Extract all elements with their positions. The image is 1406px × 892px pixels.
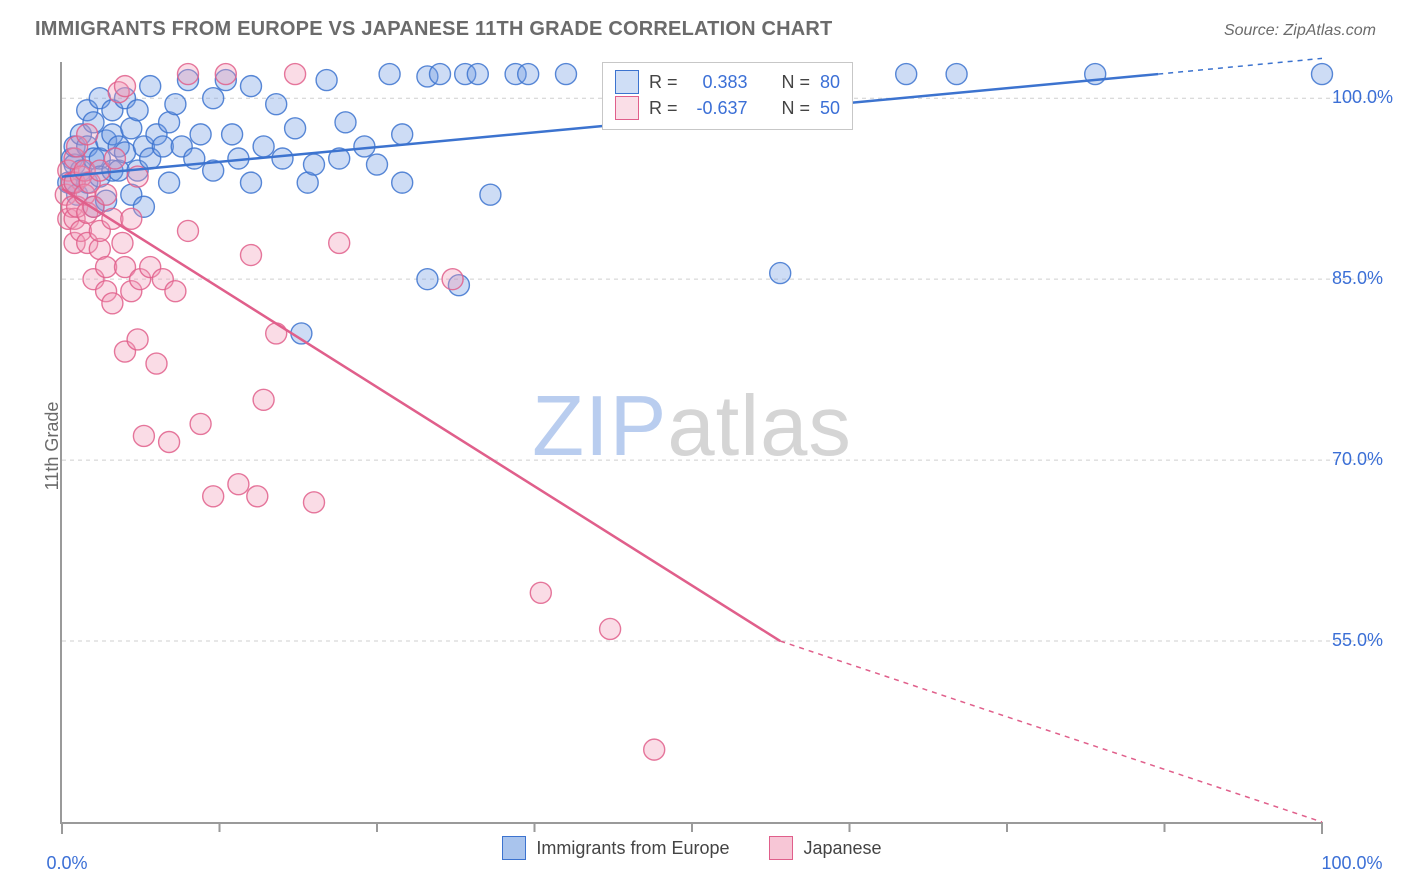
legend-stat-row: R = -0.637 N = 50: [615, 95, 840, 121]
legend-swatch: [502, 836, 526, 860]
chart-title: IMMIGRANTS FROM EUROPE VS JAPANESE 11TH …: [35, 18, 832, 41]
legend-r-label: R =: [649, 72, 678, 93]
svg-text:70.0%: 70.0%: [1332, 449, 1383, 469]
plot-svg: 55.0%70.0%85.0%100.0%0.0%100.0%: [62, 62, 1322, 822]
source-name: ZipAtlas.com: [1284, 22, 1376, 39]
legend-r-label: R =: [649, 98, 678, 119]
legend-swatch: [615, 70, 639, 94]
legend-n-value: 50: [820, 98, 840, 119]
legend-r-value: 0.383: [688, 72, 748, 93]
legend-bottom-item: Immigrants from Europe: [502, 836, 729, 860]
legend-stats-box: R = 0.383 N = 80 R = -0.637 N = 50: [602, 62, 853, 130]
svg-text:100.0%: 100.0%: [1321, 853, 1382, 873]
legend-bottom-item: Japanese: [769, 836, 881, 860]
legend-bottom: Immigrants from Europe Japanese: [62, 836, 1322, 860]
legend-r-value: -0.637: [688, 98, 748, 119]
legend-label: Immigrants from Europe: [536, 838, 729, 859]
svg-text:100.0%: 100.0%: [1332, 87, 1393, 107]
legend-label: Japanese: [803, 838, 881, 859]
legend-swatch: [769, 836, 793, 860]
source-credit: Source: ZipAtlas.com: [1224, 22, 1376, 40]
legend-swatch: [615, 96, 639, 120]
source-prefix: Source:: [1224, 22, 1284, 39]
legend-n-label: N =: [782, 72, 811, 93]
legend-n-label: N =: [782, 98, 811, 119]
legend-stat-row: R = 0.383 N = 80: [615, 69, 840, 95]
svg-text:85.0%: 85.0%: [1332, 268, 1383, 288]
legend-n-value: 80: [820, 72, 840, 93]
svg-text:55.0%: 55.0%: [1332, 630, 1383, 650]
plot-area: 55.0%70.0%85.0%100.0%0.0%100.0% ZIPatlas…: [60, 62, 1322, 824]
chart-container: IMMIGRANTS FROM EUROPE VS JAPANESE 11TH …: [0, 0, 1406, 892]
